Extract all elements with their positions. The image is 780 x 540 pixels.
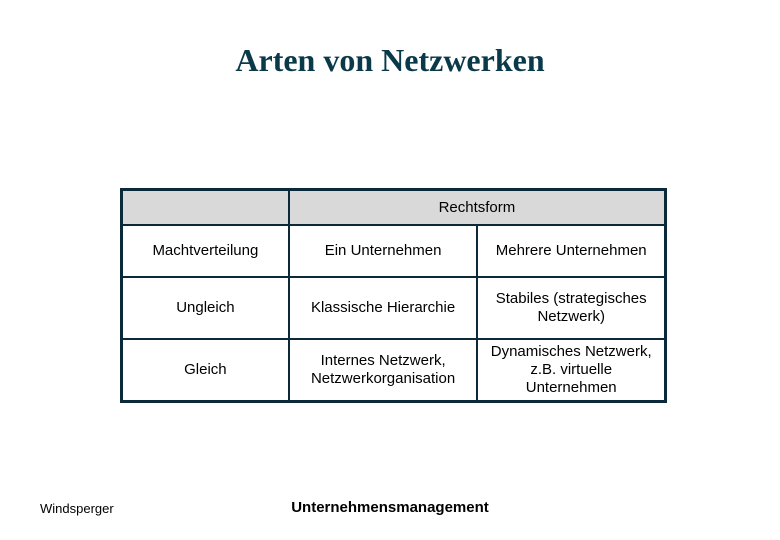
table-header-span: Rechtsform [289,190,665,225]
col-header-one-company: Ein Unternehmen [289,225,478,277]
table-header-row: Machtverteilung Ein Unternehmen Mehrere … [122,225,665,277]
cell-equal-many: Dynamisches Netzwerk, z.B. virtuelle Unt… [477,339,665,401]
cell-equal-one: Internes Netzwerk, Netzwerkorganisation [289,339,478,401]
col-header-multiple-companies: Mehrere Unternehmen [477,225,665,277]
page-title: Arten von Netzwerken [0,42,780,79]
col-header-power: Machtverteilung [122,225,289,277]
table-header-empty [122,190,289,225]
cell-unequal-many: Stabiles (strategisches Netzwerk) [477,277,665,339]
table-header-span-row: Rechtsform [122,190,665,225]
row-label-unequal: Ungleich [122,277,289,339]
row-label-equal: Gleich [122,339,289,401]
network-types-table: Rechtsform Machtverteilung Ein Unternehm… [120,188,667,403]
table-row: Ungleich Klassische Hierarchie Stabiles … [122,277,665,339]
cell-unequal-one: Klassische Hierarchie [289,277,478,339]
footer-subject: Unternehmensmanagement [0,499,780,516]
table-row: Gleich Internes Netzwerk, Netzwerkorgani… [122,339,665,401]
